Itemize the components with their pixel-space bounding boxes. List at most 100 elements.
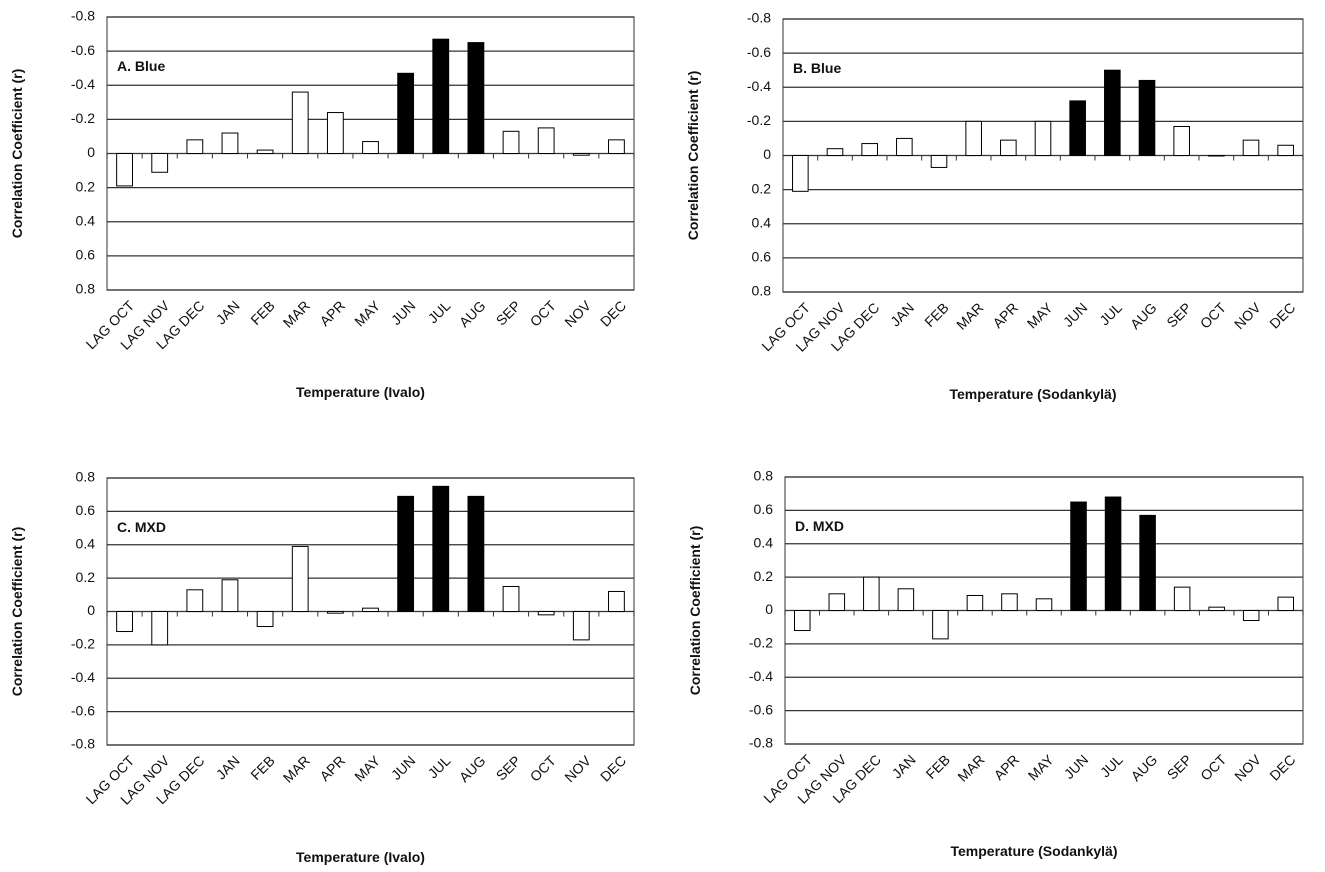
bar [1000, 139, 1017, 157]
bar [793, 610, 811, 632]
y-tick-label: 0 [763, 146, 771, 162]
x-tick-label: AUG [1128, 751, 1161, 784]
y-tick-label: -0.4 [71, 669, 95, 685]
x-tick-label: AUG [456, 752, 489, 785]
y-tick-label: -0.6 [71, 702, 95, 718]
panel-label: A. Blue [117, 58, 165, 74]
y-tick-label: 0.8 [754, 468, 774, 484]
x-tick-label: MAY [1025, 751, 1057, 783]
bar [1242, 139, 1260, 157]
bar [863, 576, 880, 611]
bar [537, 611, 555, 616]
y-tick-label: 0.2 [76, 569, 96, 585]
y-tick-label: 0.4 [752, 214, 772, 230]
y-tick-label: 0 [765, 601, 773, 617]
bar [151, 611, 169, 646]
x-tick-label: FEB [923, 751, 954, 782]
bar [1208, 155, 1225, 157]
x-tick-label: MAR [280, 752, 313, 785]
y-tick-label: -0.2 [71, 636, 95, 652]
bar [1069, 100, 1086, 156]
x-tick-label: MAY [351, 752, 383, 784]
x-axis-title: Temperature (Ivalo) [296, 384, 425, 400]
y-tick-label: -0.6 [749, 701, 773, 717]
y-tick-label: -0.8 [747, 10, 771, 26]
x-tick-label: JAN [887, 299, 917, 329]
x-axis-title: Temperature (Ivalo) [296, 849, 425, 865]
x-tick-label: JUL [1096, 299, 1125, 328]
bar [326, 611, 344, 614]
y-tick-label: -0.6 [747, 44, 771, 60]
y-tick-label: 0.4 [754, 534, 774, 550]
x-tick-label: MAY [1024, 299, 1056, 331]
x-tick-label: JAN [213, 297, 243, 327]
y-tick-label: 0 [87, 144, 95, 160]
bar [221, 579, 239, 613]
bar [467, 495, 485, 613]
y-axis-title: Correlation Coefficient (r) [687, 526, 703, 696]
bar [326, 112, 344, 155]
x-tick-label: APR [991, 751, 1023, 783]
bar [362, 141, 379, 154]
y-tick-label: -0.2 [747, 112, 771, 128]
y-tick-label: -0.2 [749, 635, 773, 651]
bar [966, 594, 984, 612]
x-tick-label: MAR [954, 751, 987, 784]
panel-label: C. MXD [117, 519, 166, 535]
bar [186, 139, 204, 155]
bar [291, 545, 309, 613]
bar [897, 588, 915, 612]
bar [608, 590, 625, 612]
y-axis-title: Correlation Coefficient (r) [9, 69, 25, 239]
x-tick-label: OCT [1197, 751, 1230, 784]
y-tick-label: -0.8 [749, 735, 773, 751]
y-tick-label: 0 [87, 602, 95, 618]
x-tick-label: FEB [247, 752, 278, 783]
bar [467, 42, 485, 154]
x-tick-label: APR [316, 297, 348, 329]
x-tick-label: NOV [1231, 299, 1264, 332]
y-axis-title: Correlation Coefficient (r) [685, 71, 701, 241]
y-tick-label: -0.4 [71, 76, 95, 92]
y-tick-label: 0.2 [752, 180, 772, 196]
bar [502, 585, 520, 612]
bar [1104, 69, 1121, 156]
bar [826, 148, 844, 157]
x-tick-label: DEC [597, 297, 629, 329]
bar [362, 607, 379, 612]
x-axis-title: Temperature (Sodankylä) [950, 843, 1117, 859]
bar [1001, 593, 1018, 611]
bar [1070, 501, 1087, 611]
x-axis-title: Temperature (Sodankylä) [949, 386, 1116, 402]
y-tick-label: 0.8 [752, 283, 772, 299]
bar [221, 132, 239, 154]
x-tick-label: SEP [1164, 751, 1195, 782]
bar [116, 153, 133, 187]
bar [186, 589, 204, 613]
bar [502, 130, 520, 155]
x-tick-label: NOV [1231, 751, 1264, 784]
x-tick-label: AUG [456, 297, 489, 330]
y-tick-label: 0.2 [754, 568, 774, 584]
bar [932, 610, 949, 640]
x-tick-label: MAR [953, 299, 986, 332]
bar [151, 153, 169, 173]
bar [1034, 120, 1052, 156]
bar [1173, 586, 1191, 612]
x-tick-label: FEB [247, 297, 278, 328]
x-tick-label: JUL [425, 297, 454, 326]
x-tick-label: OCT [1197, 299, 1230, 332]
bar [930, 155, 948, 168]
bar [116, 611, 133, 633]
x-tick-label: SEP [493, 297, 524, 328]
y-tick-label: 0.6 [76, 502, 96, 518]
panel-label: D. MXD [795, 518, 844, 534]
bar [432, 485, 450, 612]
x-tick-label: JUN [1060, 299, 1091, 330]
x-tick-label: SEP [1163, 299, 1194, 330]
bar [1035, 598, 1053, 611]
